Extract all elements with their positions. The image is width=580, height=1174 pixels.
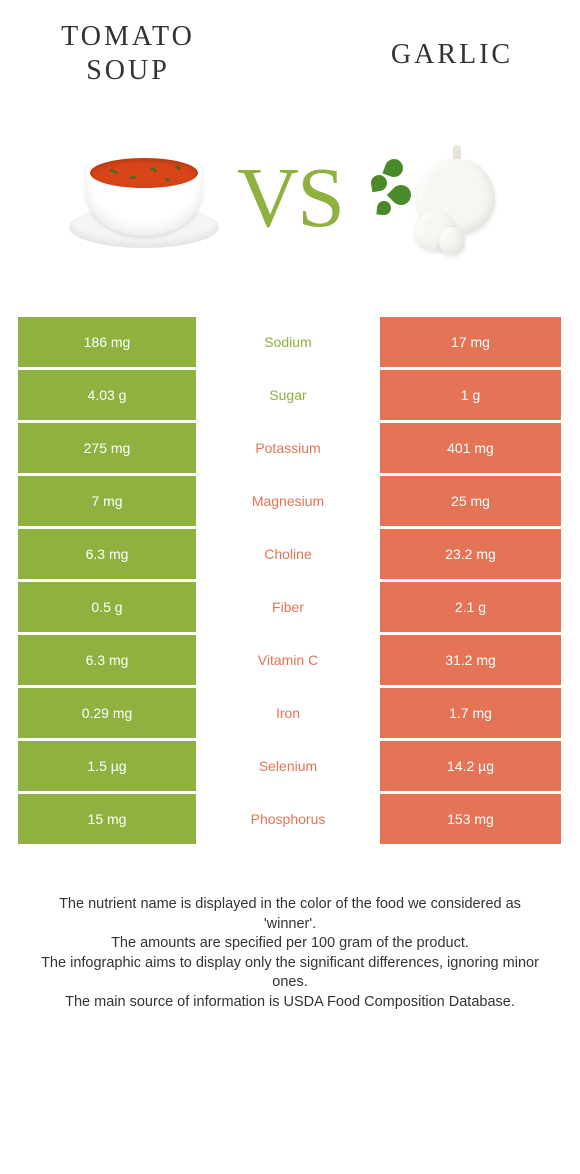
- table-cell-left: 0.29 mg: [18, 688, 199, 738]
- table-cell-right: 153 mg: [380, 794, 561, 844]
- table-cell-left: 15 mg: [18, 794, 199, 844]
- table-cell-label: Sodium: [199, 317, 380, 367]
- table-cell-left: 0.5 g: [18, 582, 199, 632]
- table-cell-left: 275 mg: [18, 423, 199, 473]
- table-cell-label: Potassium: [199, 423, 380, 473]
- table-cell-left: 7 mg: [18, 476, 199, 526]
- table-row: 7 mgMagnesium25 mg: [18, 476, 562, 529]
- table-row: 186 mgSodium17 mg: [18, 317, 562, 370]
- table-row: 4.03 gSugar1 g: [18, 370, 562, 423]
- table-row: 6.3 mgCholine23.2 mg: [18, 529, 562, 582]
- food-image-left: [59, 127, 229, 267]
- table-cell-label: Magnesium: [199, 476, 380, 526]
- food-title-right: GARLIC: [352, 20, 552, 72]
- infographic-container: TOMATO SOUP GARLIC VS: [0, 0, 580, 1033]
- footer-notes: The nutrient name is displayed in the co…: [18, 895, 562, 1012]
- table-cell-label: Vitamin C: [199, 635, 380, 685]
- header-row: TOMATO SOUP GARLIC: [18, 20, 562, 87]
- table-cell-right: 17 mg: [380, 317, 561, 367]
- food-title-left-line2: SOUP: [86, 55, 170, 86]
- food-image-right: [351, 127, 521, 267]
- vs-label: VS: [229, 147, 351, 247]
- table-row: 1.5 µgSelenium14.2 µg: [18, 741, 562, 794]
- table-cell-label: Selenium: [199, 741, 380, 791]
- table-row: 6.3 mgVitamin C31.2 mg: [18, 635, 562, 688]
- table-cell-right: 1.7 mg: [380, 688, 561, 738]
- food-title-left-line1: TOMATO: [61, 21, 195, 52]
- nutrient-table: 186 mgSodium17 mg4.03 gSugar1 g275 mgPot…: [18, 317, 562, 847]
- table-row: 0.29 mgIron1.7 mg: [18, 688, 562, 741]
- table-row: 275 mgPotassium401 mg: [18, 423, 562, 476]
- table-cell-right: 31.2 mg: [380, 635, 561, 685]
- footer-line2: The amounts are specified per 100 gram o…: [38, 934, 542, 954]
- tomato-soup-icon: [69, 142, 219, 252]
- table-cell-left: 1.5 µg: [18, 741, 199, 791]
- food-title-left: TOMATO SOUP: [28, 20, 228, 87]
- table-cell-left: 6.3 mg: [18, 635, 199, 685]
- footer-line1: The nutrient name is displayed in the co…: [38, 895, 542, 934]
- table-row: 0.5 gFiber2.1 g: [18, 582, 562, 635]
- footer-line3: The infographic aims to display only the…: [38, 954, 542, 993]
- table-cell-right: 14.2 µg: [380, 741, 561, 791]
- table-cell-right: 1 g: [380, 370, 561, 420]
- table-cell-left: 6.3 mg: [18, 529, 199, 579]
- table-cell-label: Choline: [199, 529, 380, 579]
- footer-line4: The main source of information is USDA F…: [38, 993, 542, 1013]
- table-row: 15 mgPhosphorus153 mg: [18, 794, 562, 847]
- table-cell-label: Iron: [199, 688, 380, 738]
- vs-row: VS: [18, 127, 562, 267]
- table-cell-label: Fiber: [199, 582, 380, 632]
- table-cell-right: 2.1 g: [380, 582, 561, 632]
- table-cell-left: 4.03 g: [18, 370, 199, 420]
- table-cell-label: Phosphorus: [199, 794, 380, 844]
- table-cell-left: 186 mg: [18, 317, 199, 367]
- table-cell-label: Sugar: [199, 370, 380, 420]
- table-cell-right: 25 mg: [380, 476, 561, 526]
- table-cell-right: 401 mg: [380, 423, 561, 473]
- garlic-icon: [361, 137, 511, 257]
- table-cell-right: 23.2 mg: [380, 529, 561, 579]
